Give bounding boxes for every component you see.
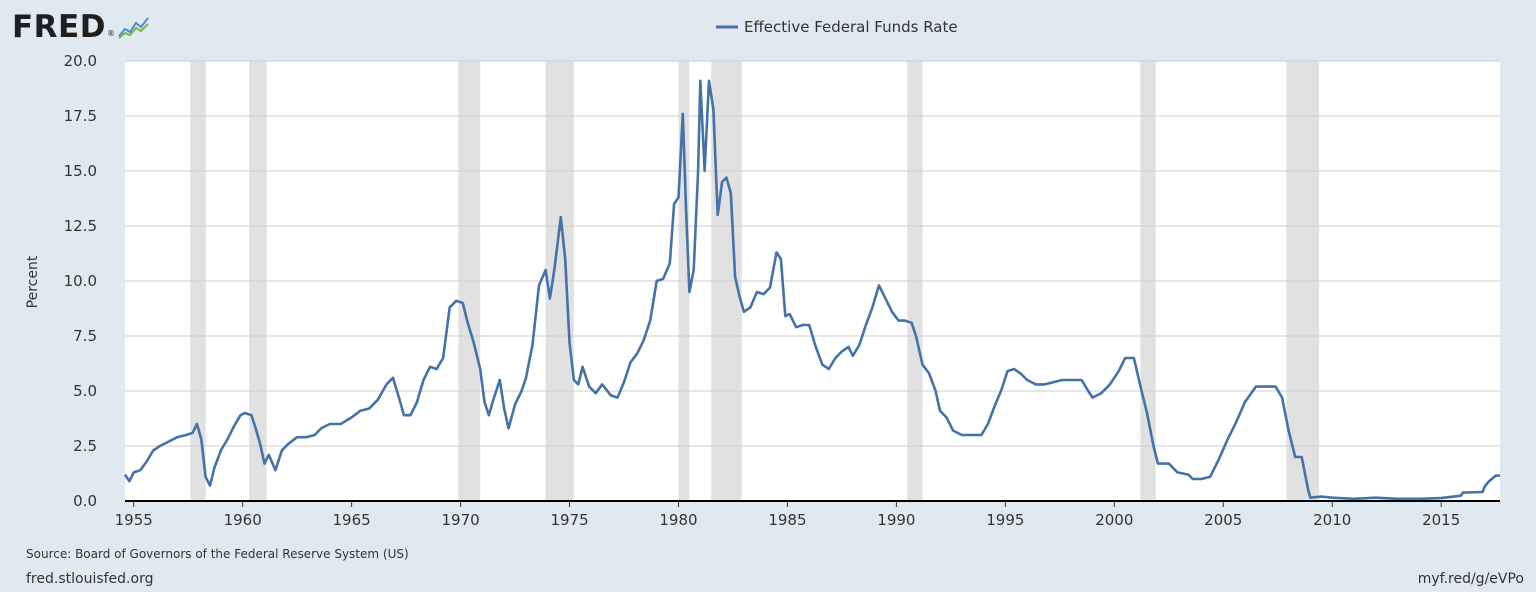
x-tick-label: 2000 (1095, 511, 1133, 529)
y-axis-label: Percent (25, 255, 41, 308)
y-tick-label: 15.0 (64, 162, 97, 180)
mini-chart-icon (116, 14, 151, 40)
x-tick-label: 1995 (986, 511, 1024, 529)
y-tick-label: 5.0 (73, 382, 97, 400)
x-axis: 1955 1960 1965 1970 1975 1980 1985 1990 1995 2000… (115, 501, 1460, 529)
x-tick-label: 2015 (1422, 511, 1460, 529)
x-tick-label: 1980 (659, 511, 697, 529)
y-tick-label: 20.0 (64, 52, 97, 70)
x-tick-label: 1955 (115, 511, 153, 529)
y-tick-label: 0.0 (73, 492, 97, 510)
x-tick-label: 1960 (224, 511, 262, 529)
y-tick-label: 17.5 (64, 107, 97, 125)
short-link[interactable]: myf.red/g/eVPo (1417, 571, 1524, 587)
fred-logo: FRED ® (12, 10, 151, 44)
logo-text: FRED (12, 9, 106, 45)
x-tick-label: 2005 (1204, 511, 1242, 529)
registered-mark: ® (106, 29, 115, 38)
legend-label: Effective Federal Funds Rate (744, 18, 958, 36)
legend: Effective Federal Funds Rate (716, 18, 958, 36)
x-tick-label: 1985 (768, 511, 806, 529)
site-link[interactable]: fred.stlouisfed.org (26, 571, 154, 587)
x-tick-label: 2010 (1313, 511, 1351, 529)
y-tick-label: 12.5 (64, 217, 97, 235)
y-tick-label: 2.5 (73, 437, 97, 455)
series-line-effective-federal-funds-rate (123, 79, 1501, 501)
x-tick-label: 1975 (550, 511, 588, 529)
source-note: Source: Board of Governors of the Federa… (26, 547, 409, 561)
x-tick-label: 1990 (877, 511, 915, 529)
y-tick-label: 10.0 (64, 272, 97, 290)
y-axis: 0.0 2.5 5.0 7.5 10.0 12.5 15.0 17.5 20.0 (64, 52, 97, 510)
x-tick-label: 1970 (441, 511, 479, 529)
y-tick-label: 7.5 (73, 327, 97, 345)
x-tick-label: 1965 (333, 511, 371, 529)
